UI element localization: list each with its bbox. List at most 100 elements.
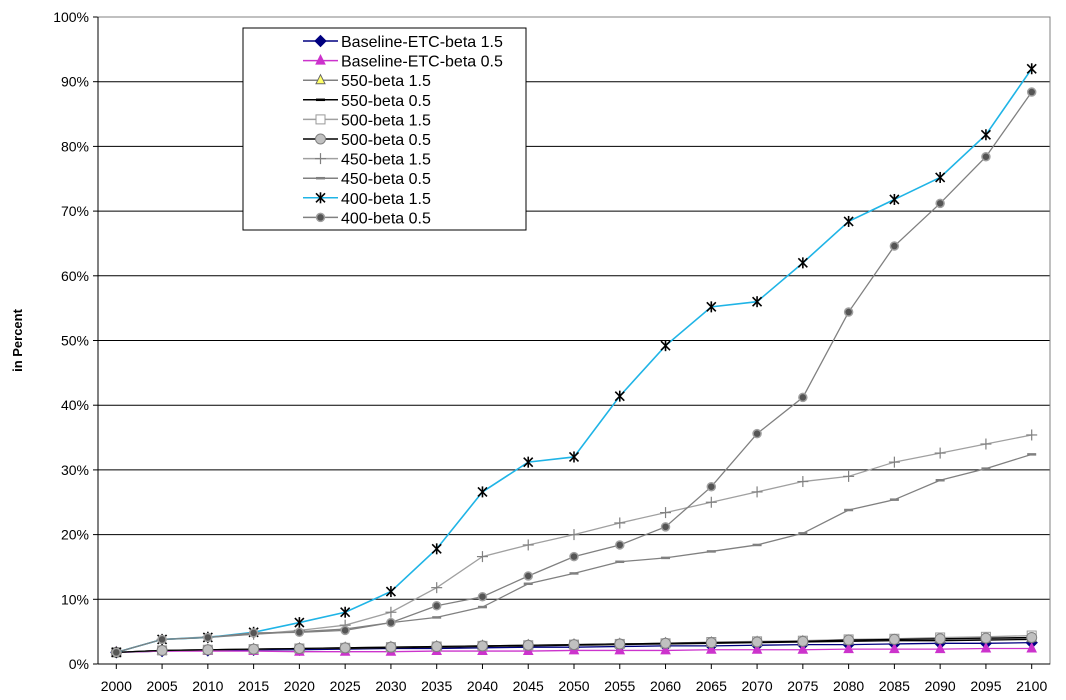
marker-point [889,241,900,251]
marker-point [797,476,809,488]
legend-entry: 450-beta 0.5 [303,171,431,188]
marker-point [568,451,580,463]
marker-point [935,198,945,209]
marker-point [752,296,763,308]
marker-point [843,634,855,646]
marker-point [248,628,259,638]
x-tick-label: 2010 [192,678,223,694]
marker-point [934,447,946,459]
x-tick-label: 2000 [101,678,132,694]
marker-point [660,507,672,519]
marker-point [752,428,762,439]
marker-point [615,540,625,550]
marker-point [889,642,900,654]
marker-point [523,456,534,468]
marker-point [980,632,992,644]
marker-point [568,529,580,541]
marker-point [431,582,443,594]
x-tick-label: 2050 [558,678,589,694]
x-tick-label: 2020 [284,678,315,694]
grid [98,16,1050,600]
x-tick-label: 2015 [238,678,269,694]
legend-label: Baseline-ETC-beta 0.5 [341,54,503,71]
legend-label: 400-beta 0.5 [341,210,431,227]
marker-point [798,392,808,403]
marker-point [385,641,397,653]
series-group [110,63,1038,659]
x-tick-label: 2060 [650,678,681,694]
marker-point [157,634,167,645]
marker-point [751,636,763,648]
y-tick-label: 0% [69,656,89,672]
marker-point [980,438,992,450]
marker-point [706,481,717,492]
series-line [110,429,1038,658]
x-tick-label: 2085 [879,678,910,694]
marker-point [293,642,305,654]
legend-label: 400-beta 1.5 [341,191,431,208]
legend-entry: 500-beta 0.5 [303,132,431,149]
marker-point [660,340,671,352]
marker-point [385,586,396,598]
legend-entry: 500-beta 1.5 [303,112,431,129]
marker-point [660,643,671,655]
x-tick-label: 2040 [467,678,498,694]
marker-point [339,642,351,654]
marker-point [202,644,214,656]
y-tick-label: 30% [61,462,89,478]
marker-point [156,644,168,656]
y-tick-label: 100% [53,9,89,25]
x-tick-label: 2070 [741,678,772,694]
marker-point [476,640,488,652]
marker-point [385,606,397,618]
marker-point [843,215,854,227]
legend-label: 500-beta 0.5 [341,132,431,149]
marker-point [1026,87,1037,97]
marker-point [843,470,855,482]
y-tick-label: 40% [61,397,89,413]
marker-point [1026,429,1038,441]
marker-point [340,606,351,618]
marker-point [660,637,672,649]
legend-label: 450-beta 0.5 [341,171,431,188]
y-tick-label: 70% [61,203,89,219]
marker-point [980,129,991,141]
marker-point [935,171,946,183]
x-tick-label: 2090 [925,678,956,694]
x-tick-label: 2045 [513,678,544,694]
marker-point [569,551,579,562]
marker-point [314,34,327,48]
marker-point [315,153,326,165]
legend-entry: Baseline-ETC-beta 0.5 [303,54,503,71]
x-tick-label: 2065 [696,678,727,694]
legend-label: Baseline-ETC-beta 1.5 [341,34,503,51]
y-tick-label: 60% [61,268,89,284]
x-tick-label: 2075 [787,678,818,694]
y-tick-label: 80% [61,138,89,154]
marker-point [477,591,488,602]
x-tick-label: 2035 [421,678,452,694]
marker-point [614,638,626,650]
x-tick-label: 2055 [604,678,635,694]
marker-point [476,551,488,563]
legend-label: 550-beta 1.5 [341,73,431,90]
legend-box [242,27,527,231]
y-tick-label: 50% [61,333,89,349]
marker-point [477,486,488,498]
y-tick-label: 90% [61,74,89,90]
marker-point [340,625,350,636]
marker-point [294,617,305,629]
x-tick-label: 2030 [375,678,406,694]
marker-point [705,643,717,654]
marker-point [315,114,326,125]
legend: Baseline-ETC-beta 1.5 Baseline-ETC-beta 0… [242,27,527,231]
marker-point [980,641,992,653]
marker-point [523,571,533,581]
marker-point [248,643,260,655]
legend-label: 450-beta 1.5 [341,152,431,169]
marker-point [751,643,763,654]
marker-point [431,543,442,555]
marker-point [315,192,326,204]
